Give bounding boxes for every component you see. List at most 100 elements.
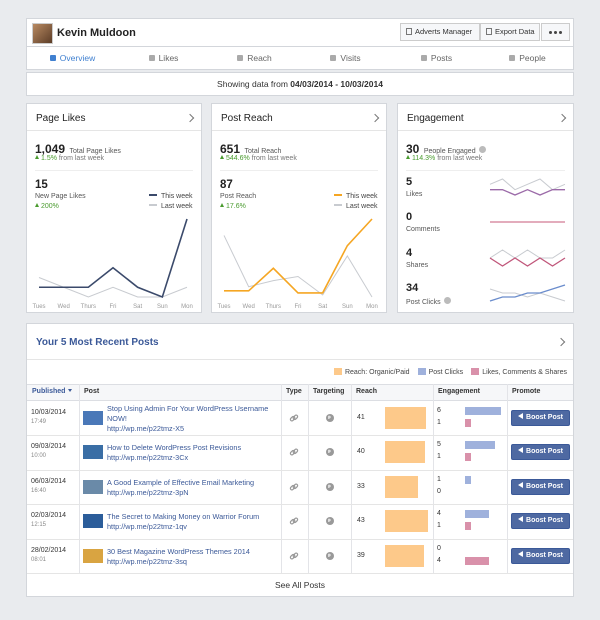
card-divider [398, 130, 573, 131]
tab[interactable]: Overview [27, 47, 118, 69]
dot [549, 31, 552, 34]
tab[interactable]: People [482, 47, 573, 69]
tab[interactable]: Posts [391, 47, 482, 69]
row-border [27, 504, 573, 506]
interactions-value: 1 [437, 522, 441, 530]
date-range: 04/03/2014 - 10/03/2014 [290, 79, 383, 89]
column-border [281, 384, 282, 573]
megaphone-icon [518, 447, 524, 454]
post-text[interactable]: A Good Example of Effective Email Market… [107, 478, 279, 498]
type-icon [289, 414, 299, 422]
change-value: 1.5% [41, 155, 57, 162]
link-icon [292, 483, 299, 489]
column-header[interactable]: Published [32, 388, 73, 395]
link-icon [292, 414, 299, 421]
post-time: 12:15 [31, 522, 47, 529]
card-arrow[interactable] [185, 113, 195, 123]
boost-button[interactable]: Boost Post [511, 444, 570, 461]
card-arrow[interactable] [370, 113, 380, 123]
type-icon [289, 448, 299, 456]
metric-label: Likes [406, 191, 422, 198]
posts-arrow[interactable] [556, 337, 566, 347]
post-title: The Secret to Making Money on Warrior Fo… [107, 512, 260, 522]
boost-button[interactable]: Boost Post [511, 547, 570, 564]
header-button[interactable]: Adverts Manager [400, 23, 480, 41]
boost-label: Boost Post [526, 517, 563, 525]
card-change: 1.5% from last week [35, 155, 104, 162]
post-title: A Good Example of Effective Email Market… [107, 477, 255, 487]
post-text[interactable]: How to Delete WordPress Post Revisions ht… [107, 443, 279, 463]
legend-label: This week [346, 193, 378, 200]
card-total: 1,049 Total Page Likes [35, 140, 121, 158]
card-divider [406, 170, 565, 171]
post-link: http://wp.me/p22tmz-3sq [107, 556, 187, 566]
post-text[interactable]: 30 Best Magazine WordPress Themes 2014 ht… [107, 547, 279, 567]
globe-land [328, 518, 331, 523]
info-icon [443, 297, 451, 304]
change-label: from last week [437, 155, 483, 162]
card-arrow[interactable] [557, 113, 567, 123]
header-button[interactable]: Export Data [480, 23, 540, 41]
tab-bar: Overview Likes Reach Visits Posts People [26, 46, 574, 70]
reach-bar [385, 441, 425, 464]
boost-label: Boost Post [526, 448, 563, 456]
column-header: Targeting [313, 388, 344, 395]
boost-button[interactable]: Boost Post [511, 478, 570, 495]
reach-value: 43 [357, 517, 365, 525]
post-thumbnail [83, 445, 103, 460]
series-line [224, 218, 373, 294]
boost-button[interactable]: Boost Post [511, 410, 570, 426]
tab-icon [148, 55, 155, 61]
total-label: Total Page Likes [69, 148, 121, 155]
boost-button[interactable]: Boost Post [511, 513, 570, 530]
post-text[interactable]: Stop Using Admin For Your WordPress User… [107, 404, 279, 434]
metric-label-text: Post Clicks [406, 299, 441, 306]
card-title: Post Reach [221, 113, 273, 124]
clicks-bar [465, 510, 489, 519]
megaphone-icon [518, 550, 524, 557]
post-link: http://wp.me/p22tmz-3pN [107, 487, 189, 497]
column-label: Promote [512, 388, 541, 395]
line-chart: Tues Wed Thurs Fri Sat Sun Mon [32, 218, 193, 310]
button-icon [486, 28, 492, 35]
change-value: 114.3% [412, 155, 436, 162]
column-border [79, 384, 80, 573]
sub-change-value: 17.6% [226, 203, 246, 210]
metric-value: 34 [406, 282, 419, 294]
tab[interactable]: Reach [209, 47, 300, 69]
post-text[interactable]: The Secret to Making Money on Warrior Fo… [107, 512, 279, 532]
sub-change: 17.6% [220, 203, 246, 210]
post-date: 28/02/2014 [31, 546, 67, 554]
column-header: Reach [356, 388, 377, 395]
interactions-bar [465, 522, 471, 531]
dot [559, 31, 562, 34]
more-button[interactable] [541, 23, 570, 41]
tab-icon [420, 55, 427, 61]
sparkline [489, 284, 566, 302]
tab-label: Visits [340, 53, 361, 63]
total-label: Total Reach [244, 148, 282, 155]
tab[interactable]: Likes [118, 47, 209, 69]
metric-label-text: Likes [406, 191, 423, 198]
x-tick-label: Fri [110, 304, 117, 310]
button-label: Export Data [495, 27, 535, 36]
clicks-value: 5 [437, 441, 441, 449]
column-border [308, 384, 309, 573]
card-total: 30 People Engaged [406, 140, 486, 158]
row-border [27, 538, 573, 540]
tab[interactable]: Visits [300, 47, 391, 69]
globe-land [328, 415, 331, 419]
post-thumbnail [83, 479, 103, 494]
tab-label: Reach [247, 53, 272, 63]
post-thumbnail [83, 411, 103, 425]
insight-card: Post Reach 651 Total Reach 544.6% from las… [211, 103, 387, 313]
total-label: People Engaged [423, 148, 476, 155]
legend-item: Reach: Organic/Paid [333, 368, 410, 376]
tab-icon [509, 55, 516, 61]
tab-label: Posts [430, 53, 453, 63]
post-time: 17:49 [31, 419, 47, 425]
link-icon [292, 517, 299, 524]
tab-icon [330, 55, 337, 61]
sparkline-series [490, 188, 565, 196]
see-all-posts[interactable]: See All Posts [274, 580, 326, 590]
